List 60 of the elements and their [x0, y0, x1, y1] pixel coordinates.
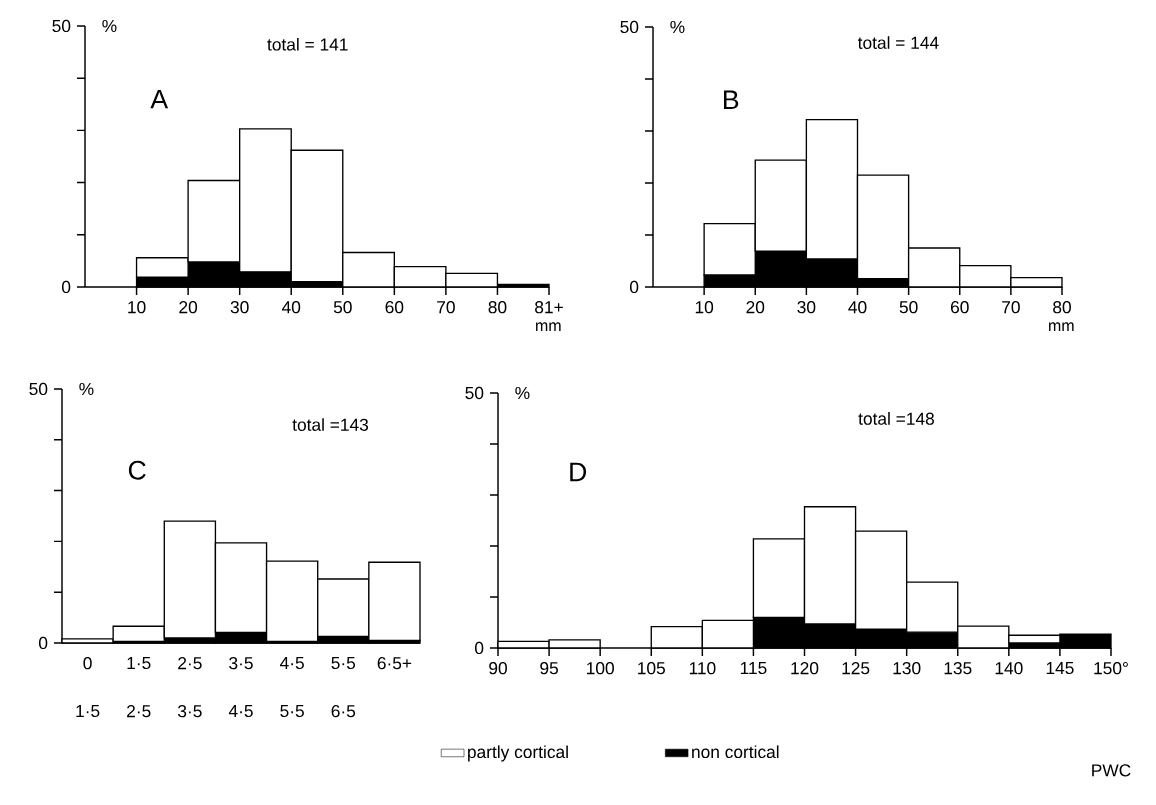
- text: 3·5: [178, 705, 202, 718]
- x-tick-label: 30: [797, 301, 816, 314]
- x-tick-label: 140: [995, 662, 1023, 675]
- text: C: [128, 460, 146, 480]
- x-tick-label: 135: [944, 662, 972, 675]
- x-tick-label: 40: [281, 301, 301, 314]
- text: A: [150, 89, 169, 109]
- text: total =143: [292, 418, 369, 431]
- x-tick-label: 105: [638, 662, 665, 675]
- text: total =148: [858, 412, 934, 425]
- x-tick-label: 50: [899, 301, 918, 314]
- text: B: [724, 90, 739, 109]
- x-tick-label: 50: [333, 301, 352, 314]
- text: PWC: [1092, 764, 1131, 777]
- legend-label: partly cortical: [468, 745, 568, 762]
- text: D: [570, 462, 587, 482]
- x-tick-label: 150°: [1094, 662, 1128, 675]
- x-tick-label: 6·5+: [377, 657, 412, 670]
- text: total = 141: [267, 37, 348, 51]
- x-tick-label: 2·5: [178, 657, 202, 670]
- x-axis-title: mm: [536, 322, 561, 331]
- x-tick-label: 40: [848, 301, 867, 314]
- x-tick-label: 115: [740, 662, 767, 675]
- x-tick-label: 100: [587, 662, 614, 675]
- x-tick-label: 20: [746, 301, 765, 314]
- x-tick-label: 60: [385, 301, 404, 314]
- x-tick-label: 3·5: [229, 657, 253, 670]
- y-axis-title: %: [515, 386, 530, 400]
- x-tick-label: 81+: [535, 301, 563, 314]
- x-tick-label: 5·5: [331, 657, 356, 670]
- x-tick-label: 60: [950, 301, 969, 314]
- x-tick-label: 90: [489, 662, 507, 675]
- x-tick-label: 10: [128, 301, 146, 314]
- x-tick-label: 80: [488, 301, 507, 314]
- legend-label: non cortical: [692, 745, 779, 759]
- chart-subtitle: total = 144: [857, 36, 939, 49]
- x-axis-title: mm: [1049, 322, 1074, 331]
- x-tick-label: 30: [230, 301, 249, 314]
- x-tick-label: 20: [179, 301, 198, 314]
- x-tick-label: 95: [540, 662, 558, 675]
- x-tick-label: 145: [1046, 662, 1074, 675]
- text: 1·5: [76, 705, 100, 718]
- x-tick-label: 0: [83, 657, 92, 670]
- y-axis-title: %: [670, 20, 685, 34]
- text: 4·5: [228, 705, 253, 718]
- y-axis-title: %: [79, 382, 94, 396]
- x-tick-label: 70: [437, 301, 455, 314]
- x-tick-label: 110: [689, 662, 716, 675]
- x-tick-label: 130: [893, 662, 921, 675]
- x-tick-label: 1·5: [127, 657, 151, 670]
- x-tick-label: 125: [842, 662, 870, 675]
- text: 6·5: [331, 705, 356, 718]
- x-tick-label: 70: [1002, 301, 1020, 314]
- x-tick-label: 4·5: [280, 657, 304, 670]
- x-tick-label: 80: [1053, 301, 1071, 314]
- x-tick-label: 10: [695, 301, 714, 314]
- y-axis-title: %: [102, 19, 117, 33]
- x-tick-label: 120: [791, 662, 819, 675]
- text: 2·5: [127, 705, 151, 718]
- text: 5·5: [280, 705, 304, 718]
